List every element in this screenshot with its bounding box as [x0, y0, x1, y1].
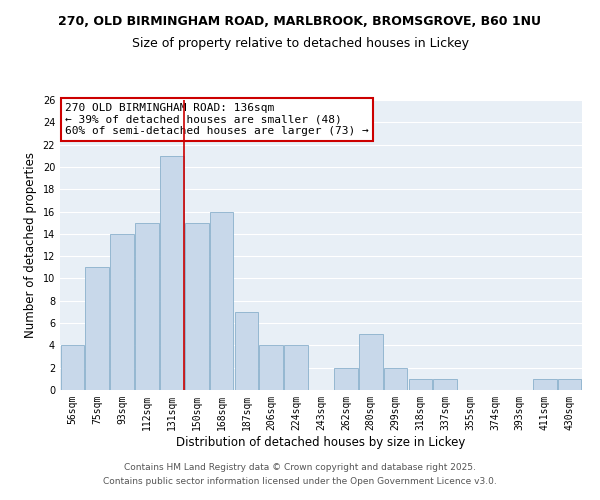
Bar	[135, 222, 159, 390]
Text: Size of property relative to detached houses in Lickey: Size of property relative to detached ho…	[131, 38, 469, 51]
Bar	[235, 312, 258, 390]
Bar	[558, 379, 581, 390]
Text: 270 OLD BIRMINGHAM ROAD: 136sqm
← 39% of detached houses are smaller (48)
60% of: 270 OLD BIRMINGHAM ROAD: 136sqm ← 39% of…	[65, 103, 369, 136]
Bar	[334, 368, 358, 390]
X-axis label: Distribution of detached houses by size in Lickey: Distribution of detached houses by size …	[176, 436, 466, 448]
Text: Contains HM Land Registry data © Crown copyright and database right 2025.: Contains HM Land Registry data © Crown c…	[124, 464, 476, 472]
Text: 270, OLD BIRMINGHAM ROAD, MARLBROOK, BROMSGROVE, B60 1NU: 270, OLD BIRMINGHAM ROAD, MARLBROOK, BRO…	[59, 15, 542, 28]
Bar	[61, 346, 84, 390]
Bar	[533, 379, 557, 390]
Bar	[284, 346, 308, 390]
Bar	[210, 212, 233, 390]
Bar	[85, 268, 109, 390]
Bar	[185, 222, 209, 390]
Bar	[433, 379, 457, 390]
Text: Contains public sector information licensed under the Open Government Licence v3: Contains public sector information licen…	[103, 477, 497, 486]
Bar	[259, 346, 283, 390]
Bar	[384, 368, 407, 390]
Bar	[359, 334, 383, 390]
Bar	[110, 234, 134, 390]
Y-axis label: Number of detached properties: Number of detached properties	[24, 152, 37, 338]
Bar	[160, 156, 184, 390]
Bar	[409, 379, 432, 390]
